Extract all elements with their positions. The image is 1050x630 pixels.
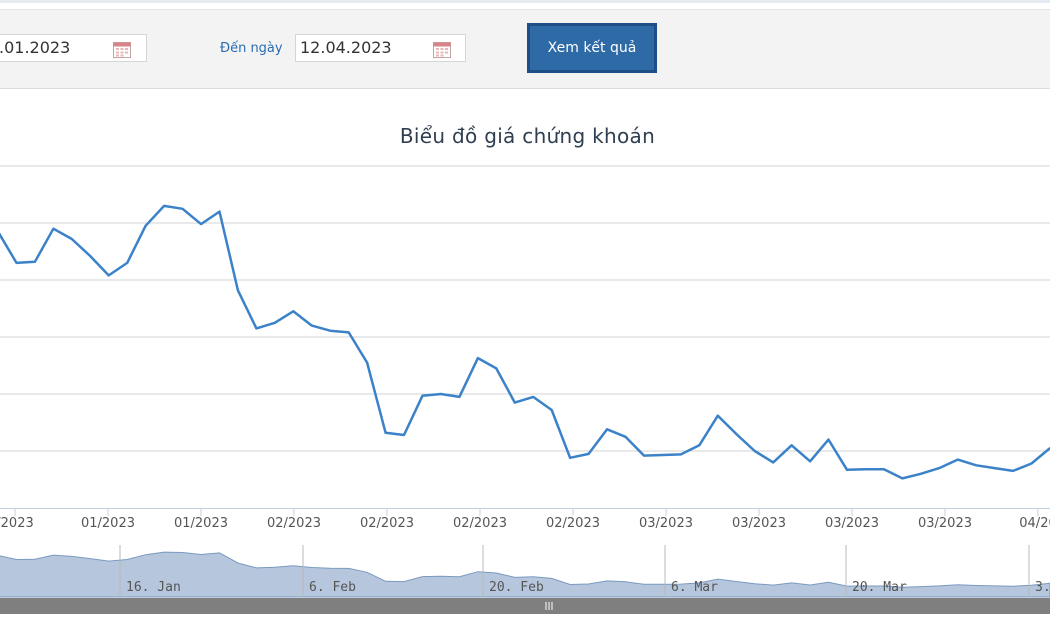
x-tick-label: 03/2023 — [639, 516, 693, 531]
price-point — [901, 477, 904, 480]
price-point — [34, 261, 36, 263]
price-point — [495, 367, 498, 370]
navigator-label: 3. — [1035, 580, 1050, 595]
chart-title: Biểu đồ giá chứng khoán — [399, 124, 656, 148]
price-point — [993, 467, 996, 469]
date-filter-bar: .01.2023 Đến ngày 12.04.2023 — [0, 9, 1050, 89]
price-point — [643, 454, 645, 457]
from-date-input[interactable]: .01.2023 — [0, 34, 147, 62]
price-point — [753, 450, 756, 452]
price-point — [661, 454, 664, 456]
price-point — [717, 414, 719, 417]
navigator-label: 20. Mar — [852, 580, 907, 595]
price-point — [975, 464, 977, 467]
price-point — [477, 357, 479, 359]
price-point — [827, 438, 830, 441]
scrollbar-grip[interactable] — [545, 602, 553, 610]
navigator-label: 20. Feb — [489, 580, 544, 595]
navigator-area — [0, 551, 1050, 598]
x-tick-label: 02/2023 — [267, 516, 321, 531]
price-point — [237, 289, 239, 292]
price-point — [311, 324, 313, 327]
price-point — [440, 393, 442, 395]
price-point — [347, 331, 350, 334]
x-tick-label: 04/20 — [1019, 516, 1050, 531]
price-point — [384, 432, 387, 434]
price-point — [15, 262, 18, 264]
price-point — [1012, 470, 1014, 472]
price-point — [883, 468, 885, 471]
price-series-line — [0, 204, 1050, 480]
to-date-value: 12.04.2023 — [300, 38, 392, 57]
from-date-value: .01.2023 — [0, 38, 71, 57]
x-tick-label: /2023 — [0, 516, 34, 531]
navigator-label: 16. Jan — [126, 580, 181, 595]
price-point — [144, 225, 147, 227]
price-point — [89, 255, 92, 257]
price-point — [292, 310, 295, 313]
price-point — [200, 223, 202, 225]
to-date-label: Đến ngày — [220, 41, 283, 56]
submit-button[interactable]: Xem kết quả — [527, 23, 657, 73]
calendar-icon[interactable] — [113, 40, 131, 58]
price-point — [624, 436, 627, 438]
price-point — [790, 444, 793, 447]
price-point — [1030, 462, 1033, 465]
price-point — [126, 262, 128, 264]
price-point — [735, 433, 737, 435]
price-point — [532, 396, 534, 398]
x-tick-label: 02/2023 — [360, 516, 414, 531]
price-point — [514, 401, 516, 404]
top-border — [0, 0, 1050, 3]
price-point — [218, 210, 221, 213]
navigator-label: 6. Mar — [671, 580, 718, 595]
price-point — [569, 457, 571, 459]
price-point — [274, 322, 276, 324]
price-point — [181, 208, 184, 210]
price-point — [458, 396, 461, 398]
price-point — [920, 473, 922, 475]
navigator-label: 6. Feb — [309, 580, 356, 595]
price-point — [809, 460, 811, 463]
price-point — [698, 444, 701, 447]
price-point — [550, 409, 553, 411]
price-point — [255, 327, 258, 330]
x-tick-label: 02/2023 — [453, 516, 507, 531]
price-point — [772, 461, 774, 464]
price-point — [71, 238, 73, 240]
x-tick-label: 02/2023 — [546, 516, 600, 531]
price-point — [163, 205, 165, 207]
price-point — [329, 329, 332, 332]
price-point — [52, 227, 55, 230]
price-point — [403, 434, 405, 436]
x-tick-label: 03/2023 — [732, 516, 786, 531]
price-point — [938, 467, 941, 469]
x-tick-label: 01/2023 — [81, 516, 135, 531]
x-tick-label: 01/2023 — [174, 516, 228, 531]
price-point — [366, 361, 368, 364]
price-point — [107, 274, 110, 277]
price-point — [956, 458, 959, 461]
price-point — [587, 453, 590, 455]
price-point — [421, 394, 424, 397]
to-date-input[interactable]: 12.04.2023 — [295, 34, 466, 62]
x-tick-label: 03/2023 — [918, 516, 972, 531]
price-point — [846, 469, 848, 471]
scrollbar-track[interactable] — [0, 598, 1050, 614]
price-point — [864, 468, 867, 471]
price-point — [606, 428, 608, 431]
x-tick-label: 03/2023 — [825, 516, 879, 531]
price-point — [680, 453, 682, 456]
calendar-icon[interactable] — [433, 40, 451, 58]
